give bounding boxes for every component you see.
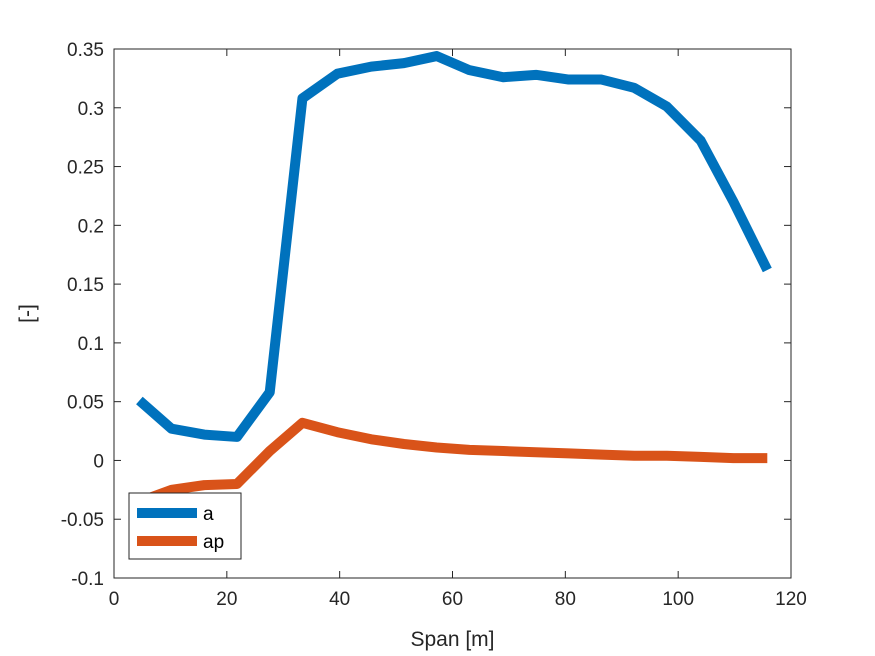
x-tick-label: 0 bbox=[109, 589, 120, 610]
y-tick-label: -0.1 bbox=[71, 569, 104, 590]
y-tick-label: 0.15 bbox=[67, 275, 104, 296]
y-tick-label: -0.05 bbox=[61, 510, 104, 531]
x-tick-label: 60 bbox=[442, 589, 463, 610]
legend-box bbox=[128, 492, 242, 560]
series-line-ap bbox=[137, 417, 768, 507]
y-tick-label: 0.1 bbox=[78, 334, 104, 355]
x-tick-label: 20 bbox=[216, 589, 237, 610]
legend: a ap bbox=[128, 492, 242, 560]
x-tick-label: 100 bbox=[662, 589, 694, 610]
series-layer bbox=[136, 51, 772, 507]
y-tick-label: 0.05 bbox=[67, 393, 104, 414]
y-tick-label: 0.35 bbox=[67, 40, 104, 61]
legend-label-a: a bbox=[203, 504, 214, 525]
x-tick-label: 40 bbox=[329, 589, 350, 610]
series-line-a bbox=[136, 51, 772, 442]
y-tick-label: 0 bbox=[93, 451, 104, 472]
y-axis-label: [-] bbox=[16, 304, 39, 323]
y-tick-label: 0.3 bbox=[78, 99, 104, 120]
tick-layer: 0 20 40 60 80 100 120 -0.1 -0.05 0 0.05 0.1 0.15 0.2 0… bbox=[61, 40, 807, 610]
x-axis-label: Span [m] bbox=[410, 628, 494, 651]
y-tick-label: 0.2 bbox=[78, 216, 104, 237]
plot-area bbox=[114, 49, 791, 578]
x-tick-label: 120 bbox=[775, 589, 807, 610]
legend-label-ap: ap bbox=[203, 532, 224, 553]
x-tick-label: 80 bbox=[555, 589, 576, 610]
y-tick-label: 0.25 bbox=[67, 158, 104, 179]
